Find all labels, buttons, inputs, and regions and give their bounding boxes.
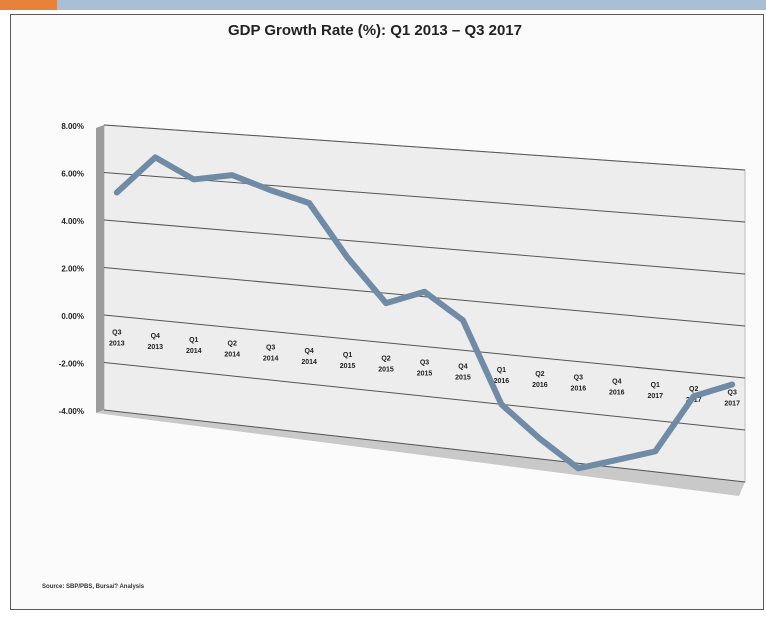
x-tick-label: Q2 [381,356,390,363]
gridline [103,314,746,379]
y-tick-label: -4.00% [59,407,84,416]
gridline [103,409,746,483]
x-tick-label: 2014 [224,352,240,359]
x-tick-label: 2016 [609,389,625,396]
x-tick-label: 2014 [186,348,202,355]
x-tick-label: 2017 [724,401,740,408]
x-tick-label: Q1 [497,367,506,374]
x-tick-label: Q1 [189,337,198,344]
y-tick-label: 4.00% [61,217,84,226]
x-tick-label: Q3 [728,390,737,397]
x-tick-label: Q4 [304,348,313,355]
source-note: Source: SBP/PBS, Bursa/? Analysis [42,584,145,590]
x-tick-label: 2014 [301,359,317,366]
gridline [103,362,746,431]
top-bar [57,0,766,10]
x-tick-label: Q4 [612,378,621,385]
plot-side-wall [96,125,104,413]
x-tick-label: Q3 [266,344,275,351]
x-tick-label: 2015 [455,374,471,381]
y-tick-label: 8.00% [61,122,84,131]
y-tick-label: 6.00% [61,170,84,179]
gridline [103,124,746,171]
x-tick-label: 2014 [263,355,279,362]
x-tick-label: Q3 [420,360,429,367]
x-tick-label: Q2 [535,371,544,378]
y-tick-label: -2.00% [59,360,84,369]
x-tick-label: Q4 [151,333,160,340]
x-tick-label: Q2 [228,341,237,348]
gridline [103,219,746,275]
x-tick-label: 2016 [532,382,548,389]
x-tick-label: Q1 [651,382,660,389]
x-tick-label: 2016 [571,386,587,393]
gridline [103,267,746,327]
x-tick-label: Q1 [343,352,352,359]
x-tick-label: 2017 [647,393,663,400]
chart-title: GDP Growth Rate (%): Q1 2013 – Q3 2017 [227,22,522,39]
top-bar-accent [0,0,57,10]
x-tick-label: 2015 [340,363,356,370]
x-tick-label: 2015 [417,371,433,378]
x-tick-label: 2016 [494,378,510,385]
x-tick-label: Q4 [458,363,467,370]
x-tick-label: 2015 [378,367,394,374]
x-tick-label: Q2 [689,386,698,393]
x-tick-label: 2013 [147,344,163,351]
x-tick-label: 2013 [109,340,125,347]
gridline [103,172,746,223]
y-tick-label: 2.00% [61,265,84,274]
x-tick-label: Q3 [112,329,121,336]
x-tick-label: Q3 [574,375,583,382]
plot-floor [96,410,745,496]
y-tick-label: 0.00% [61,312,84,321]
